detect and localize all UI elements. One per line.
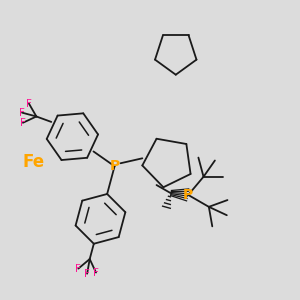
Text: P: P — [110, 159, 120, 173]
Text: F: F — [93, 268, 99, 278]
Text: F: F — [75, 264, 81, 274]
Text: F: F — [84, 269, 90, 279]
Text: P: P — [183, 188, 194, 202]
Text: Fe: Fe — [22, 153, 44, 171]
Text: F: F — [19, 108, 25, 118]
Text: F: F — [20, 118, 26, 128]
Text: F: F — [26, 99, 32, 109]
